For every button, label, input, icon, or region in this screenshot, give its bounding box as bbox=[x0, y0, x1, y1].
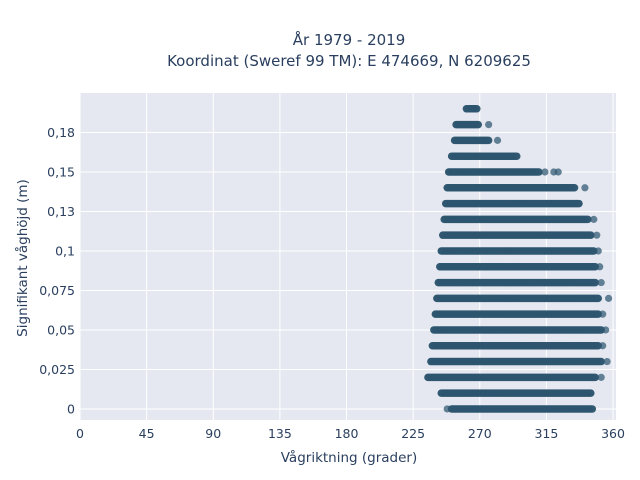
x-tick-label: 360 bbox=[601, 426, 625, 441]
data-point bbox=[590, 278, 598, 287]
data-point bbox=[602, 326, 610, 334]
x-tick-label: 180 bbox=[335, 426, 359, 441]
x-tick-label: 270 bbox=[468, 426, 492, 441]
data-point bbox=[586, 389, 595, 397]
data-point bbox=[449, 405, 457, 413]
data-point bbox=[604, 294, 613, 302]
y-tick-label: 0,15 bbox=[47, 164, 75, 179]
data-point bbox=[556, 405, 564, 413]
data-point bbox=[597, 373, 605, 381]
data-point bbox=[541, 168, 549, 176]
y-axis-ticks: 0 0,025 0,05 0,075 0,1 0,13 0,15 0,18 bbox=[39, 125, 75, 416]
data-point bbox=[589, 247, 597, 255]
data-point bbox=[575, 199, 583, 208]
plot-area bbox=[80, 93, 616, 420]
y-axis-title: Signifikant våghöjd (m) bbox=[14, 179, 31, 337]
data-point bbox=[562, 405, 570, 413]
data-point bbox=[596, 326, 605, 334]
y-tick-label: 0,13 bbox=[47, 204, 75, 219]
x-axis-ticks: 0 45 90 135 180 225 270 315 360 bbox=[76, 426, 625, 441]
y-tick-label: 0,1 bbox=[55, 243, 75, 258]
data-point bbox=[587, 231, 595, 239]
data-point bbox=[599, 310, 607, 318]
y-tick-label: 0,025 bbox=[39, 362, 75, 377]
data-point bbox=[473, 120, 482, 129]
data-point bbox=[596, 357, 604, 366]
x-axis-title: Vågriktning (grader) bbox=[281, 449, 418, 466]
data-point bbox=[464, 405, 472, 413]
y-tick-label: 0,18 bbox=[47, 125, 75, 140]
data-point bbox=[534, 168, 542, 176]
data-point bbox=[554, 168, 562, 176]
data-point bbox=[599, 342, 607, 350]
data-point bbox=[590, 373, 599, 381]
y-tick-label: 0,05 bbox=[47, 322, 75, 337]
data-point bbox=[603, 357, 611, 366]
chart-title: År 1979 - 2019 bbox=[293, 30, 406, 49]
data-point bbox=[594, 342, 602, 350]
data-point bbox=[485, 120, 493, 129]
x-tick-label: 225 bbox=[401, 426, 425, 441]
data-point bbox=[443, 405, 451, 413]
data-point bbox=[596, 263, 604, 271]
x-tick-label: 45 bbox=[139, 426, 155, 441]
y-tick-label: 0 bbox=[67, 401, 75, 416]
data-point bbox=[493, 136, 502, 144]
data-point bbox=[590, 263, 598, 271]
x-tick-label: 315 bbox=[534, 426, 558, 441]
data-point bbox=[484, 136, 492, 144]
x-tick-label: 135 bbox=[268, 426, 292, 441]
data-point bbox=[587, 405, 596, 413]
x-tick-label: 90 bbox=[205, 426, 221, 441]
data-point bbox=[594, 247, 602, 255]
data-point bbox=[594, 294, 602, 302]
data-point bbox=[544, 405, 552, 413]
data-points bbox=[424, 105, 613, 413]
data-point bbox=[593, 231, 601, 239]
data-point bbox=[512, 152, 520, 160]
chart-subtitle: Koordinat (Sweref 99 TM): E 474669, N 62… bbox=[167, 52, 531, 70]
data-point bbox=[590, 215, 598, 223]
y-tick-label: 0,075 bbox=[39, 283, 75, 298]
x-tick-label: 0 bbox=[76, 426, 84, 441]
data-point bbox=[570, 184, 578, 192]
data-point bbox=[581, 184, 589, 192]
data-point bbox=[470, 405, 478, 413]
data-point bbox=[583, 215, 591, 223]
data-point bbox=[597, 278, 605, 287]
data-point bbox=[472, 105, 480, 113]
